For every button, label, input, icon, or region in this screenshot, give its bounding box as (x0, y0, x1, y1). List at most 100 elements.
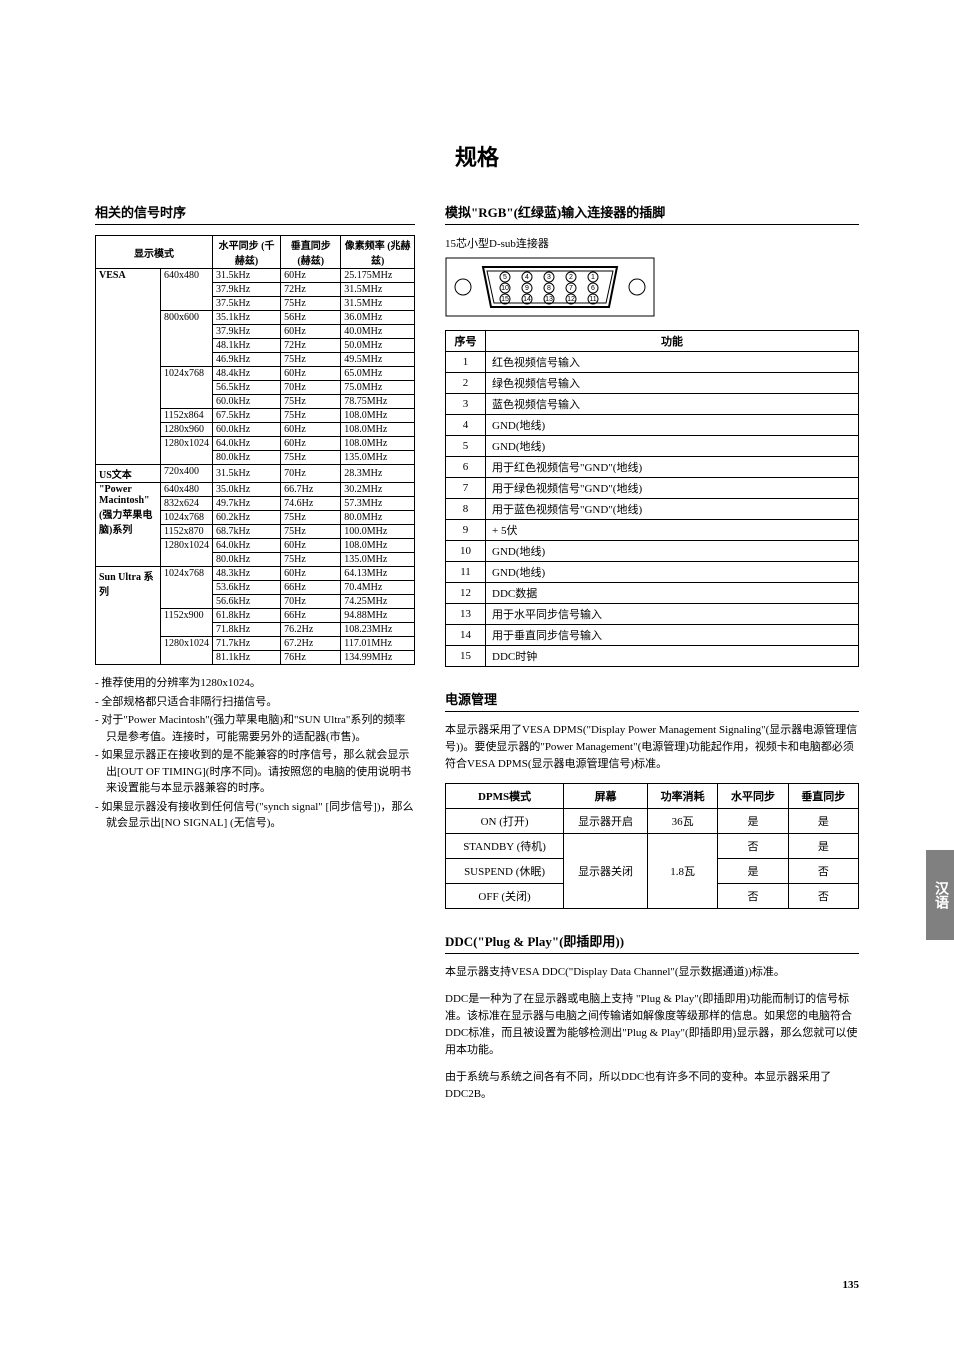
timing-cell: 31.5kHz (213, 465, 281, 483)
svg-text:13: 13 (545, 296, 553, 303)
timing-cell: 75Hz (281, 553, 341, 567)
timing-cell: 48.3kHz (213, 567, 281, 581)
pin-fn: GND(地线) (486, 562, 859, 583)
timing-cell: 76Hz (281, 651, 341, 665)
pin-fn: 用于蓝色视频信号"GND"(地线) (486, 499, 859, 520)
timing-cell: 108.0MHz (341, 437, 415, 451)
dpms-th-mode: DPMS模式 (446, 784, 564, 809)
timing-cell: 70Hz (281, 595, 341, 609)
timing-note: - 推荐使用的分辨率为1280x1024。 (95, 675, 415, 692)
timing-cell: 75Hz (281, 511, 341, 525)
timing-cell: 48.1kHz (213, 339, 281, 353)
timing-cell: 75Hz (281, 395, 341, 409)
timing-cell: 100.0MHz (341, 525, 415, 539)
dpms-cell: 否 (788, 859, 858, 884)
dpms-th-power: 功率消耗 (648, 784, 718, 809)
timing-cell: 64.0kHz (213, 539, 281, 553)
pin-fn: 用于绿色视频信号"GND"(地线) (486, 478, 859, 499)
timing-cell: 25.175MHz (341, 269, 415, 283)
timing-cell: 31.5kHz (213, 269, 281, 283)
timing-res: 800x600 (161, 311, 213, 367)
timing-res: 1152x870 (161, 525, 213, 539)
svg-text:9: 9 (525, 285, 529, 292)
pin-th-fn: 功能 (486, 331, 859, 352)
pin-fn: GND(地线) (486, 436, 859, 457)
timing-cell: 135.0MHz (341, 451, 415, 465)
timing-cell: 56.6kHz (213, 595, 281, 609)
timing-cell: 72Hz (281, 339, 341, 353)
pin-num: 5 (446, 436, 486, 457)
timing-group-label: VESA (96, 269, 161, 465)
timing-cell: 37.5kHz (213, 297, 281, 311)
pin-num: 14 (446, 625, 486, 646)
timing-cell: 31.5MHz (341, 283, 415, 297)
timing-cell: 56Hz (281, 311, 341, 325)
pin-th-num: 序号 (446, 331, 486, 352)
timing-cell: 80.0MHz (341, 511, 415, 525)
timing-cell: 60.0kHz (213, 395, 281, 409)
dpms-cell: 否 (718, 884, 788, 909)
pin-num: 1 (446, 352, 486, 373)
connector-heading: 模拟"RGB"(红绿蓝)输入连接器的插脚 (445, 202, 859, 225)
timing-cell: 49.5MHz (341, 353, 415, 367)
svg-text:5: 5 (503, 274, 507, 281)
timing-note: - 对于"Power Macintosh"(强力苹果电脑)和"SUN Ultra… (95, 712, 415, 745)
dpms-th-h: 水平同步 (718, 784, 788, 809)
timing-cell: 35.1kHz (213, 311, 281, 325)
timing-cell: 46.9kHz (213, 353, 281, 367)
timing-cell: 75Hz (281, 409, 341, 423)
timing-res: 1152x864 (161, 409, 213, 423)
timing-cell: 70Hz (281, 465, 341, 483)
timing-res: 1152x900 (161, 609, 213, 637)
timing-cell: 37.9kHz (213, 283, 281, 297)
timing-cell: 74.6Hz (281, 497, 341, 511)
dpms-cell: 显示器关闭 (564, 834, 648, 909)
timing-cell: 71.7kHz (213, 637, 281, 651)
timing-notes: - 推荐使用的分辨率为1280x1024。- 全部规格都只适合非隔行扫描信号。-… (95, 675, 415, 832)
timing-cell: 60Hz (281, 367, 341, 381)
timing-cell: 108.23MHz (341, 623, 415, 637)
pin-fn: + 5伏 (486, 520, 859, 541)
timing-cell: 108.0MHz (341, 409, 415, 423)
dpms-cell: 1.8瓦 (648, 834, 718, 909)
dpms-cell: STANDBY (待机) (446, 834, 564, 859)
timing-heading: 相关的信号时序 (95, 202, 415, 225)
timing-cell: 108.0MHz (341, 539, 415, 553)
dpms-cell: 是 (788, 834, 858, 859)
pin-fn: 蓝色视频信号输入 (486, 394, 859, 415)
timing-cell: 30.2MHz (341, 483, 415, 497)
timing-cell: 75Hz (281, 353, 341, 367)
timing-cell: 48.4kHz (213, 367, 281, 381)
timing-cell: 50.0MHz (341, 339, 415, 353)
dpms-cell: 36瓦 (648, 809, 718, 834)
dpms-cell: OFF (关闭) (446, 884, 564, 909)
page-title: 规格 (95, 140, 859, 172)
timing-cell: 68.7kHz (213, 525, 281, 539)
timing-cell: 40.0MHz (341, 325, 415, 339)
timing-cell: 78.75MHz (341, 395, 415, 409)
timing-cell: 75Hz (281, 297, 341, 311)
timing-cell: 75Hz (281, 525, 341, 539)
pin-fn: 绿色视频信号输入 (486, 373, 859, 394)
timing-cell: 65.0MHz (341, 367, 415, 381)
timing-cell: 60Hz (281, 423, 341, 437)
timing-res: 720x400 (161, 465, 213, 483)
pin-num: 12 (446, 583, 486, 604)
svg-text:3: 3 (547, 274, 551, 281)
timing-cell: 70.4MHz (341, 581, 415, 595)
timing-cell: 35.0kHz (213, 483, 281, 497)
timing-res: 640x480 (161, 483, 213, 497)
timing-cell: 56.5kHz (213, 381, 281, 395)
svg-text:10: 10 (501, 285, 509, 292)
timing-cell: 67.2Hz (281, 637, 341, 651)
timing-res: 1280x1024 (161, 637, 213, 665)
timing-cell: 60Hz (281, 437, 341, 451)
pin-num: 3 (446, 394, 486, 415)
timing-group-label: US文本 (96, 465, 161, 483)
timing-cell: 75.0MHz (341, 381, 415, 395)
language-tab: 汉语 (926, 850, 954, 940)
dsub-diagram: 5 4 3 2 1 10 9 8 7 6 15 14 13 12 11 (445, 257, 655, 317)
timing-cell: 53.6kHz (213, 581, 281, 595)
ddc-body2: DDC是一种为了在显示器或电脑上支持 "Plug & Play"(即插即用)功能… (445, 991, 859, 1059)
timing-cell: 66.7Hz (281, 483, 341, 497)
